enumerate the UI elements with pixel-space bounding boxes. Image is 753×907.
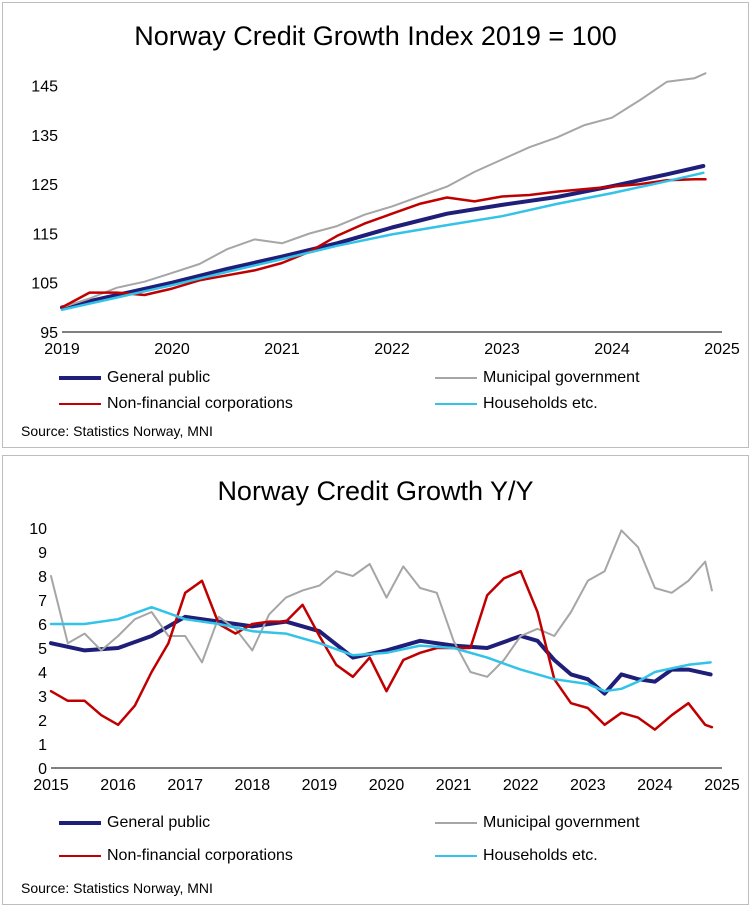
series-line-households <box>49 605 712 693</box>
series-line-non-financial <box>60 178 707 309</box>
y-tick-label: 8 <box>38 569 47 586</box>
x-tick-label: 2023 <box>484 341 520 358</box>
x-tick-label: 2021 <box>436 777 472 794</box>
legend-label: Households etc. <box>483 395 598 412</box>
y-tick-label: 0 <box>38 761 47 778</box>
x-tick-label: 2020 <box>154 341 190 358</box>
y-tick-label: 1 <box>38 737 47 754</box>
source-note: Source: Statistics Norway, MNI <box>21 423 213 439</box>
y-tick-label: 3 <box>38 689 47 706</box>
legend-swatch <box>59 821 101 825</box>
legend-non-financial-corporations: Non-financial corporations <box>59 395 293 413</box>
chart-title: Norway Credit Growth Y/Y <box>217 476 534 506</box>
legend-label: General public <box>107 814 211 831</box>
legend-general-public: General public <box>59 814 210 832</box>
legend-non-financial-corporations: Non-financial corporations <box>59 847 293 865</box>
x-tick-label: 2024 <box>594 341 630 358</box>
legend-label: Households etc. <box>483 847 598 864</box>
index-chart-panel: Norway Credit Growth Index 2019 = 100 20… <box>2 2 749 448</box>
x-tick-label: 2017 <box>167 777 203 794</box>
y-tick-label: 7 <box>38 593 47 610</box>
y-tick-label: 105 <box>31 276 58 293</box>
y-tick-label: 6 <box>38 617 47 634</box>
series-line-municipal-government <box>61 72 707 309</box>
x-tick-label: 2022 <box>503 777 539 794</box>
legend-label: Non-financial corporations <box>107 847 293 864</box>
x-tick-label: 2025 <box>704 341 740 358</box>
x-tick-label: 2019 <box>302 777 338 794</box>
legend-label: Municipal government <box>483 369 640 386</box>
x-tick-label: 2021 <box>264 341 300 358</box>
y-tick-label: 125 <box>31 177 58 194</box>
legend-municipal-government: Municipal government <box>435 369 640 387</box>
x-tick-label: 2024 <box>637 777 673 794</box>
x-tick-label: 2022 <box>374 341 410 358</box>
x-tick-label: 2015 <box>33 777 69 794</box>
legend-municipal-government: Municipal government <box>435 814 640 832</box>
legend-general-public: General public <box>59 369 210 387</box>
y-tick-label: 135 <box>31 128 58 145</box>
x-tick-label: 2019 <box>44 341 80 358</box>
source-note: Source: Statistics Norway, MNI <box>21 880 213 896</box>
legend-swatch <box>59 855 101 857</box>
legend-swatch <box>435 377 477 379</box>
y-tick-label: 5 <box>38 641 47 658</box>
y-tick-label: 4 <box>38 665 47 682</box>
legend-label: Municipal government <box>483 814 640 831</box>
x-tick-label: 2016 <box>100 777 136 794</box>
chart-title: Norway Credit Growth Index 2019 = 100 <box>134 21 617 51</box>
legend-swatch <box>59 403 101 405</box>
y-tick-label: 145 <box>31 79 58 96</box>
legend-label: Non-financial corporations <box>107 395 293 412</box>
y-tick-label: 10 <box>29 521 47 538</box>
yoy-chart-plot: 2015 2016 2017 2018 2019 2020 2021 2022 2023 2024… <box>29 521 740 794</box>
x-tick-label: 2023 <box>570 777 606 794</box>
y-tick-label: 115 <box>32 226 58 243</box>
yoy-chart-panel: Norway Credit Growth Y/Y 2015 2016 2017 201… <box>2 455 749 905</box>
x-tick-label: 2018 <box>235 777 271 794</box>
legend-swatch <box>435 822 477 824</box>
y-tick-label: 2 <box>38 713 47 730</box>
legend-swatch <box>435 403 477 405</box>
x-tick-label: 2020 <box>369 777 405 794</box>
y-tick-label: 95 <box>40 325 58 342</box>
series-line-households <box>60 171 705 312</box>
index-chart-plot: 2019 2020 2021 2022 2023 2024 2025 95 105 115 125 1… <box>31 72 740 358</box>
legend-swatch <box>435 855 477 857</box>
legend-label: General public <box>107 369 211 386</box>
x-tick-label: 2025 <box>704 777 740 794</box>
y-tick-label: 9 <box>38 545 47 562</box>
series-line-non-financial <box>49 569 714 731</box>
legend-households: Households etc. <box>435 847 598 865</box>
legend-households: Households etc. <box>435 395 598 413</box>
series-line-municipal-government <box>50 529 713 678</box>
legend-swatch <box>59 376 101 380</box>
